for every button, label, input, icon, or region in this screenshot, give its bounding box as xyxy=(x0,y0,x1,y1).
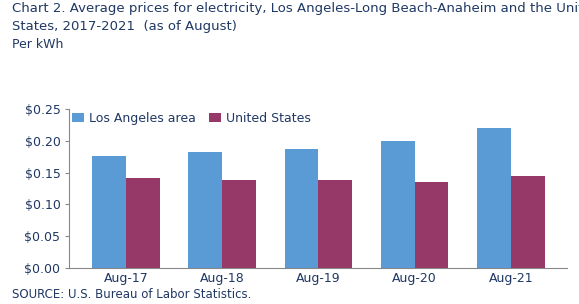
Bar xyxy=(477,128,511,268)
Bar xyxy=(415,181,449,268)
Bar xyxy=(92,156,126,268)
Bar xyxy=(126,178,160,268)
Bar xyxy=(381,141,415,268)
Text: Chart 2. Average prices for electricity, Los Angeles-Long Beach-Anaheim and the : Chart 2. Average prices for electricity,… xyxy=(12,2,579,15)
Text: Per kWh: Per kWh xyxy=(12,38,63,51)
Bar xyxy=(222,180,256,268)
Bar xyxy=(285,149,318,268)
Text: States, 2017-2021  (as of August): States, 2017-2021 (as of August) xyxy=(12,20,236,33)
Bar xyxy=(511,176,545,268)
Legend: Los Angeles area, United States: Los Angeles area, United States xyxy=(72,112,312,125)
Bar xyxy=(318,180,352,268)
Text: SOURCE: U.S. Bureau of Labor Statistics.: SOURCE: U.S. Bureau of Labor Statistics. xyxy=(12,288,251,301)
Bar xyxy=(188,152,222,268)
